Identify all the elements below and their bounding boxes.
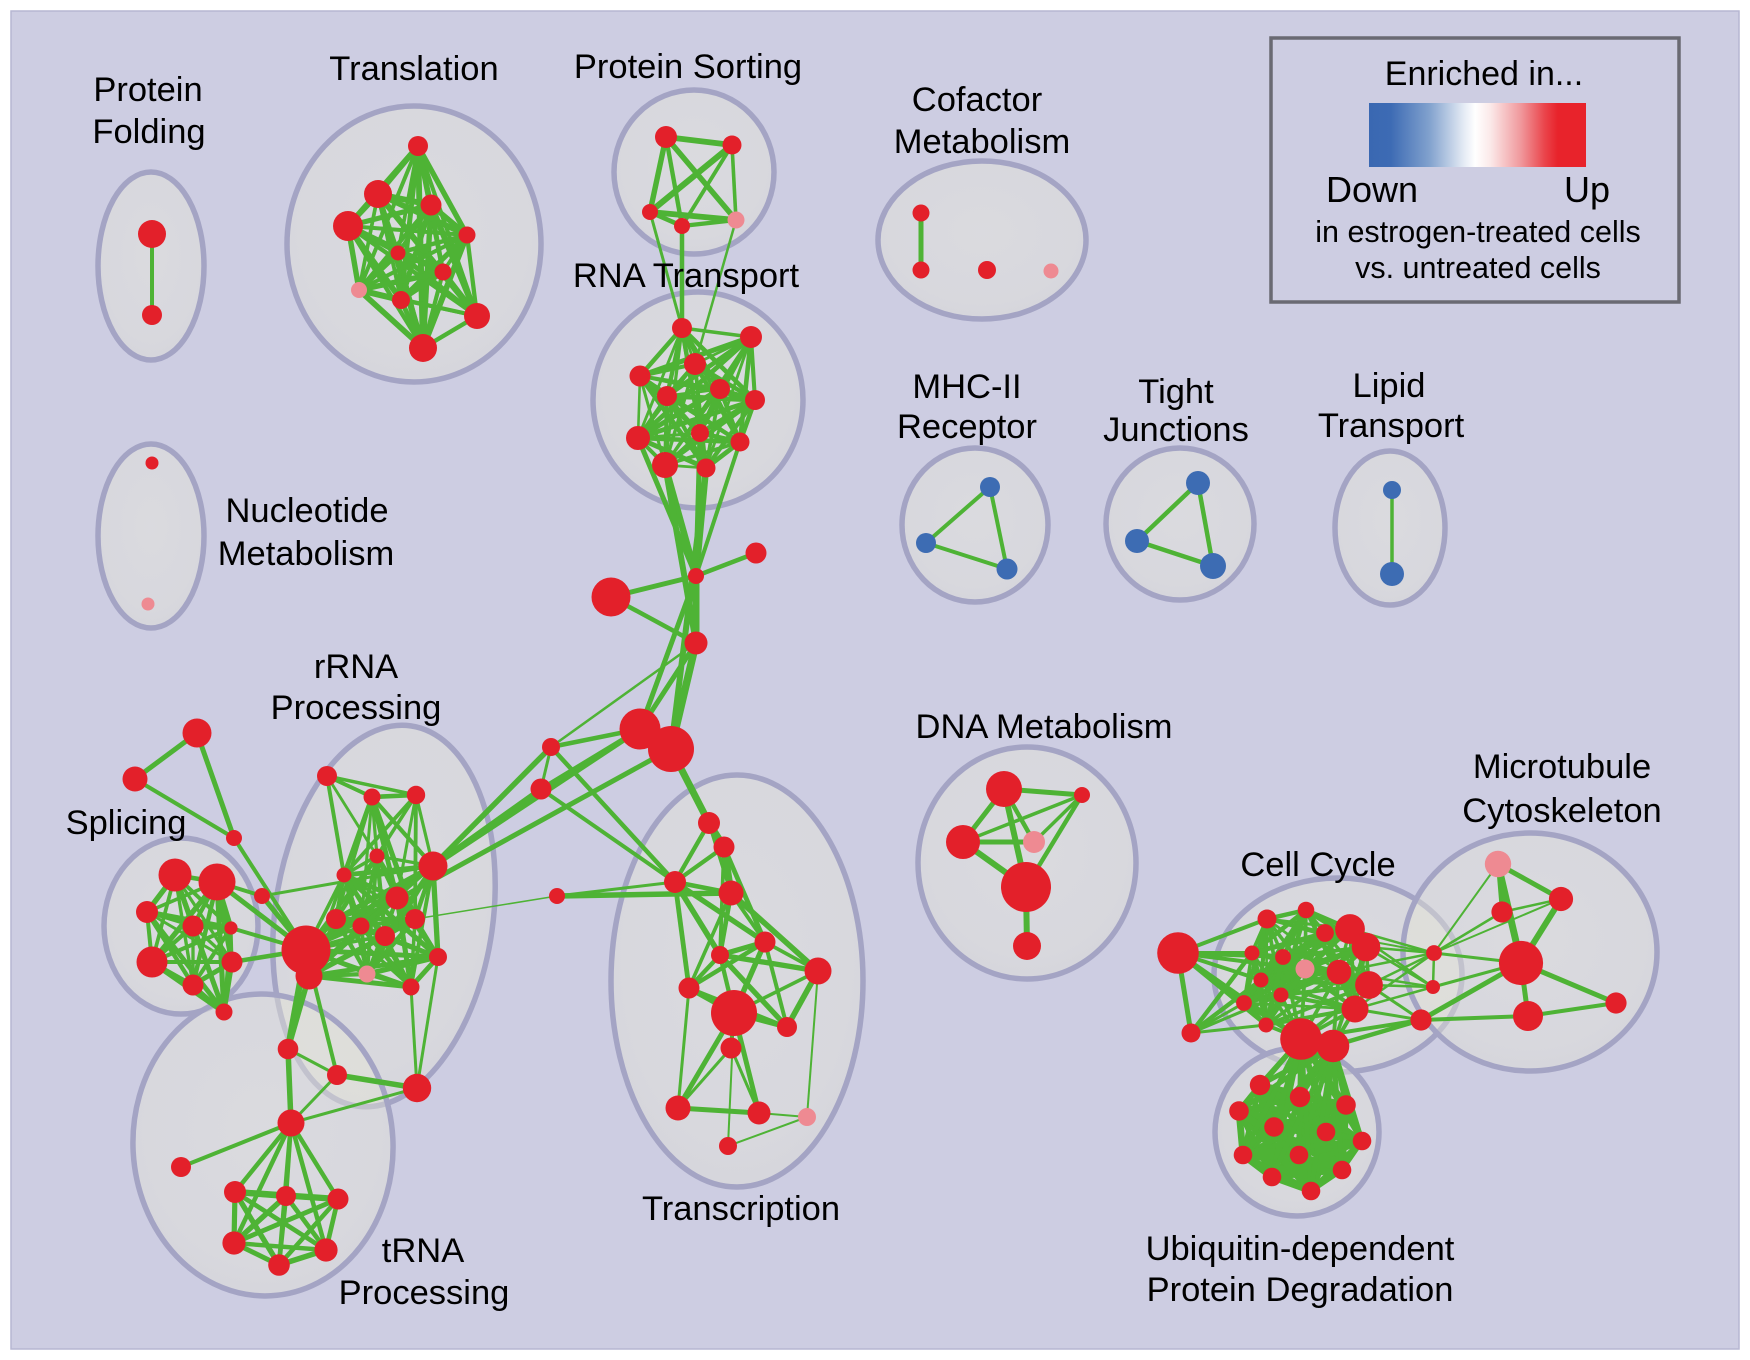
svg-text:Metabolism: Metabolism bbox=[218, 535, 394, 573]
svg-text:Cytoskeleton: Cytoskeleton bbox=[1462, 792, 1661, 830]
svg-text:RNA Transport: RNA Transport bbox=[573, 257, 800, 295]
svg-text:Folding: Folding bbox=[92, 113, 205, 151]
svg-text:Protein Degradation: Protein Degradation bbox=[1147, 1271, 1454, 1309]
svg-text:MHC-II: MHC-II bbox=[912, 368, 1021, 406]
svg-text:in estrogen-treated cells: in estrogen-treated cells bbox=[1315, 215, 1641, 249]
svg-text:Cell Cycle: Cell Cycle bbox=[1240, 846, 1395, 884]
svg-text:Protein Sorting: Protein Sorting bbox=[574, 48, 802, 86]
svg-text:Processing: Processing bbox=[339, 1274, 510, 1312]
svg-text:Receptor: Receptor bbox=[897, 408, 1037, 446]
svg-text:Translation: Translation bbox=[329, 50, 498, 88]
svg-text:Microtubule: Microtubule bbox=[1473, 748, 1651, 786]
svg-text:vs. untreated cells: vs. untreated cells bbox=[1355, 251, 1601, 285]
svg-text:Transcription: Transcription bbox=[642, 1190, 840, 1228]
svg-text:Tight: Tight bbox=[1138, 373, 1214, 411]
svg-text:Enriched in...: Enriched in... bbox=[1385, 55, 1583, 93]
svg-text:Metabolism: Metabolism bbox=[894, 123, 1070, 161]
svg-text:Lipid: Lipid bbox=[1353, 367, 1426, 405]
svg-text:Processing: Processing bbox=[271, 689, 442, 727]
svg-text:rRNA: rRNA bbox=[314, 648, 398, 686]
svg-text:Splicing: Splicing bbox=[66, 804, 187, 842]
svg-text:Nucleotide: Nucleotide bbox=[225, 492, 388, 530]
svg-text:Transport: Transport bbox=[1318, 407, 1465, 445]
svg-text:Ubiquitin-dependent: Ubiquitin-dependent bbox=[1146, 1230, 1455, 1268]
svg-text:Junctions: Junctions bbox=[1103, 411, 1249, 449]
svg-text:DNA Metabolism: DNA Metabolism bbox=[916, 708, 1173, 746]
svg-text:Cofactor: Cofactor bbox=[912, 81, 1042, 119]
svg-text:Down: Down bbox=[1326, 169, 1418, 210]
svg-text:Up: Up bbox=[1564, 169, 1610, 210]
svg-text:tRNA: tRNA bbox=[382, 1232, 464, 1270]
svg-text:Protein: Protein bbox=[93, 71, 202, 109]
